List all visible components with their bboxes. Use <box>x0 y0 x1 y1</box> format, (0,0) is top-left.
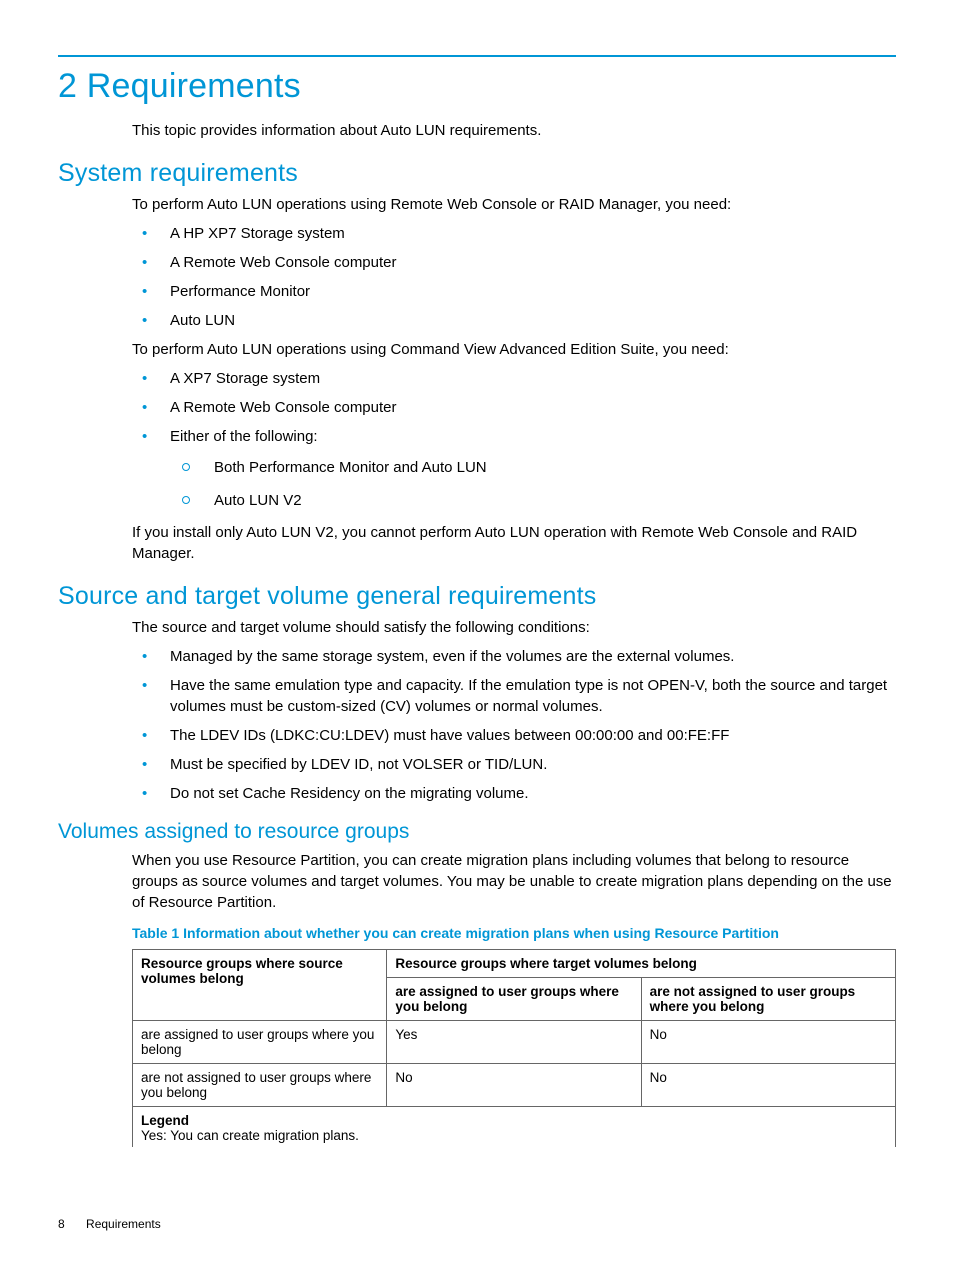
paragraph: When you use Resource Partition, you can… <box>132 850 896 913</box>
list-item: Do not set Cache Residency on the migrat… <box>132 783 896 804</box>
page-container: 2 Requirements This topic provides infor… <box>0 0 954 1147</box>
table-caption: Table 1 Information about whether you ca… <box>132 925 896 941</box>
subsection-heading-resource-groups: Volumes assigned to resource groups <box>58 820 896 844</box>
section-body: The source and target volume should sati… <box>58 617 896 804</box>
table-header-cell: are assigned to user groups where you be… <box>387 978 641 1021</box>
top-rule <box>58 55 896 57</box>
bullet-list: Managed by the same storage system, even… <box>132 646 896 804</box>
bullet-list: A XP7 Storage system A Remote Web Consol… <box>132 368 896 512</box>
table-header-cell: Resource groups where target volumes bel… <box>387 950 896 978</box>
page-footer: 8 Requirements <box>58 1217 161 1231</box>
intro-text: This topic provides information about Au… <box>132 120 896 141</box>
list-item: A HP XP7 Storage system <box>132 223 896 244</box>
list-item: Auto LUN <box>132 310 896 331</box>
legend-label: Legend <box>141 1113 887 1128</box>
list-item: A Remote Web Console computer <box>132 252 896 273</box>
list-item: Either of the following: Both Performanc… <box>132 426 896 512</box>
paragraph: To perform Auto LUN operations using Rem… <box>132 194 896 215</box>
table-cell: are not assigned to user groups where yo… <box>133 1064 387 1107</box>
section-heading-source-target: Source and target volume general require… <box>58 582 896 611</box>
list-item-text: Either of the following: <box>170 428 318 445</box>
resource-partition-table: Resource groups where source volumes bel… <box>132 949 896 1107</box>
section-heading-system-requirements: System requirements <box>58 159 896 188</box>
table-cell: Yes <box>387 1021 641 1064</box>
sub-list: Both Performance Monitor and Auto LUN Au… <box>170 457 896 512</box>
chapter-title: 2 Requirements <box>58 67 896 106</box>
table-header-cell: are not assigned to user groups where yo… <box>641 978 895 1021</box>
list-item: Have the same emulation type and capacit… <box>132 675 896 717</box>
list-item: A Remote Web Console computer <box>132 397 896 418</box>
list-item: A XP7 Storage system <box>132 368 896 389</box>
paragraph: The source and target volume should sati… <box>132 617 896 638</box>
table-cell: No <box>641 1021 895 1064</box>
list-item: Performance Monitor <box>132 281 896 302</box>
table-legend: Legend Yes: You can create migration pla… <box>132 1107 896 1147</box>
section-body: When you use Resource Partition, you can… <box>58 850 896 1147</box>
legend-text: Yes: You can create migration plans. <box>141 1128 887 1143</box>
sub-list-item: Auto LUN V2 <box>170 490 896 513</box>
bullet-list: A HP XP7 Storage system A Remote Web Con… <box>132 223 896 331</box>
paragraph: To perform Auto LUN operations using Com… <box>132 339 896 360</box>
paragraph: If you install only Auto LUN V2, you can… <box>132 522 896 564</box>
table-cell: are assigned to user groups where you be… <box>133 1021 387 1064</box>
intro-block: This topic provides information about Au… <box>58 120 896 141</box>
table-header-cell: Resource groups where source volumes bel… <box>133 950 387 1021</box>
sub-list-item: Both Performance Monitor and Auto LUN <box>170 457 896 480</box>
footer-section: Requirements <box>86 1217 161 1231</box>
table-row: are not assigned to user groups where yo… <box>133 1064 896 1107</box>
list-item: Managed by the same storage system, even… <box>132 646 896 667</box>
list-item: The LDEV IDs (LDKC:CU:LDEV) must have va… <box>132 725 896 746</box>
table-row: are assigned to user groups where you be… <box>133 1021 896 1064</box>
section-body: To perform Auto LUN operations using Rem… <box>58 194 896 564</box>
table-header-row: Resource groups where source volumes bel… <box>133 950 896 978</box>
list-item: Must be specified by LDEV ID, not VOLSER… <box>132 754 896 775</box>
table-cell: No <box>641 1064 895 1107</box>
page-number: 8 <box>58 1217 65 1231</box>
table-cell: No <box>387 1064 641 1107</box>
